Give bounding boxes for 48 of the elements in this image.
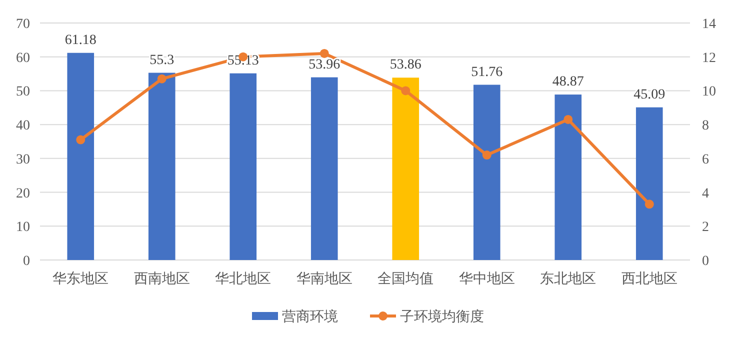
point: [644, 200, 654, 209]
bar: [392, 78, 420, 260]
y-tick-label: 50: [16, 84, 30, 100]
y-tick-label: 70: [16, 17, 30, 32]
data-label: 55.3: [150, 52, 174, 68]
x-tick-label: 华中地区: [458, 271, 515, 287]
y2-tick-label: 8: [702, 118, 709, 134]
x-tick-label: 全国均值: [378, 271, 434, 287]
x-tick-label: 东北地区: [540, 271, 596, 287]
y2-tick-label: 4: [702, 186, 709, 202]
point: [76, 135, 86, 144]
data-label: 45.09: [634, 87, 666, 102]
x-tick-label: 华东地区: [52, 271, 109, 287]
y-tick-label: 40: [16, 118, 30, 134]
data-label: 53.86: [390, 58, 422, 73]
y2-tick-label: 2: [702, 220, 709, 236]
data-label: 48.87: [552, 74, 584, 90]
legend-label: 子环境均衡度: [400, 309, 484, 325]
point: [157, 74, 166, 84]
y-tick-label: 0: [23, 254, 30, 269]
y2-tick-label: 0: [702, 254, 709, 269]
y-tick-label: 10: [16, 220, 30, 236]
data-label: 51.76: [471, 64, 503, 80]
point: [320, 48, 329, 58]
y2-tick-label: 14: [702, 17, 716, 32]
y-tick-label: 20: [16, 186, 30, 202]
x-tick-label: 华南地区: [296, 271, 352, 287]
bar: [230, 73, 257, 260]
point: [564, 114, 573, 124]
x-tick-label: 华北地区: [215, 271, 272, 287]
x-tick-label: 西南地区: [134, 271, 190, 287]
bar: [310, 77, 338, 260]
bar: [148, 72, 176, 260]
bar: [554, 94, 582, 260]
y-tick-label: 30: [16, 152, 30, 168]
point: [482, 150, 492, 160]
data-label: 53.96: [308, 57, 340, 72]
x-tick-label: 西北地区: [621, 271, 678, 287]
y2-tick-label: 12: [702, 50, 716, 66]
point: [401, 86, 410, 96]
data-label: 61.18: [64, 32, 96, 48]
y-tick-label: 60: [16, 50, 30, 66]
bar: [636, 107, 663, 260]
y2-tick-label: 10: [702, 84, 716, 100]
y2-tick-label: 6: [702, 152, 709, 168]
bar: [473, 84, 500, 260]
bar: [67, 52, 94, 260]
legend-label: 营商环境: [282, 309, 338, 325]
